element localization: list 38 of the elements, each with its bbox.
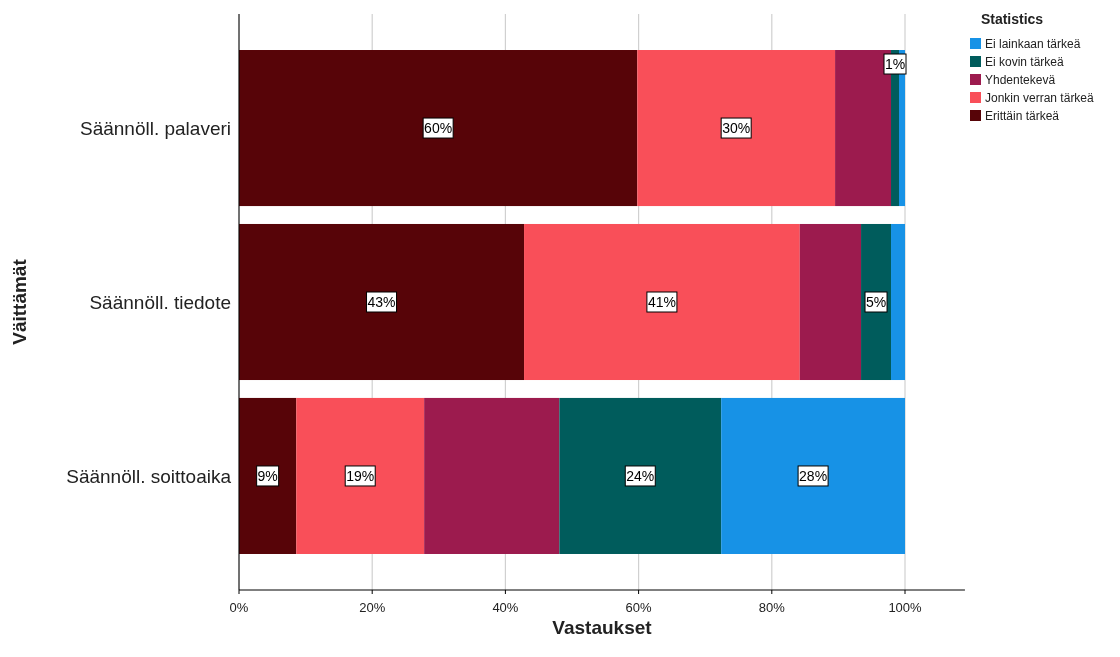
data-label: 41%	[647, 294, 676, 310]
bar	[524, 223, 800, 381]
y-tick-label: Säännöll. palaveri	[79, 118, 231, 140]
bar	[239, 50, 638, 207]
data-label: 60%	[424, 120, 453, 137]
x-tick-label: 0%	[229, 600, 249, 615]
legend-label: Jonkin verran tärkeä	[985, 91, 1095, 105]
bar	[891, 223, 905, 381]
legend-title: Statistics	[980, 11, 1044, 27]
bar	[721, 397, 905, 554]
bar	[637, 50, 836, 207]
bar	[239, 397, 297, 554]
legend-label: Yhdentekevä	[985, 73, 1056, 87]
data-label: 24%	[626, 467, 655, 484]
data-label: 28%	[799, 467, 828, 484]
x-tick-label: 20%	[359, 600, 386, 615]
y-axis-title: Väittämät	[9, 258, 30, 345]
data-label: 9%	[257, 467, 278, 484]
x-tick-label: 60%	[625, 600, 653, 615]
x-axis-title: Vastaukset	[552, 617, 653, 638]
bar	[239, 223, 525, 381]
data-label: 5%	[865, 294, 887, 310]
legend-label: Ei kovin tärkeä	[985, 55, 1065, 69]
x-tick-label: 40%	[492, 600, 519, 615]
bar	[799, 223, 862, 381]
data-label: 1%	[884, 56, 906, 73]
x-tick-label: 80%	[758, 600, 786, 615]
x-tick-label: 100%	[888, 600, 923, 615]
legend-label: Erittäin tärkeä	[985, 109, 1060, 123]
bar	[296, 397, 425, 554]
data-label: 30%	[722, 120, 751, 137]
legend-label: Ei lainkaan tärkeä	[985, 37, 1081, 51]
data-label: 19%	[346, 467, 375, 484]
bar	[559, 397, 722, 554]
y-tick-label: Säännöll. soittoaika	[66, 465, 232, 487]
data-label: 43%	[367, 294, 396, 310]
y-tick-label: Säännöll. tiedote	[89, 292, 231, 313]
bar	[424, 397, 560, 554]
